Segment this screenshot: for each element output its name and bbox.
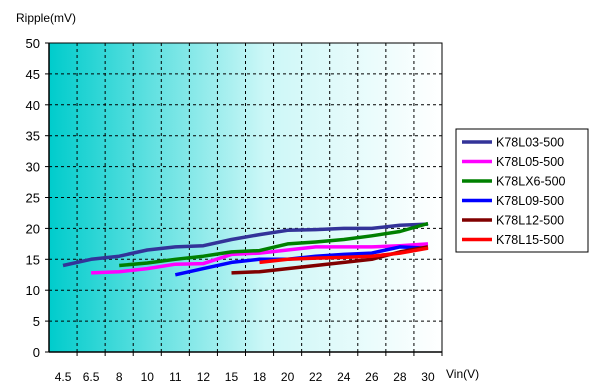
y-tick-label: 50 <box>26 36 40 51</box>
x-tick-label: 12 <box>197 370 211 384</box>
x-tick-label: 26 <box>365 370 379 384</box>
x-tick-label: 11 <box>169 370 182 384</box>
x-tick-label: 24 <box>337 370 351 384</box>
series-line-k78lx6-500 <box>119 221 429 268</box>
x-tick-label: 8 <box>116 370 123 384</box>
legend-label: K78L12-500 <box>496 214 564 228</box>
y-tick-label: 35 <box>26 129 40 144</box>
legend: K78L03-500 K78L05-500 K78LX6-500 K78L09-500… <box>455 128 589 253</box>
y-tick-label: 5 <box>33 314 40 329</box>
legend-label: K78L05-500 <box>496 155 564 169</box>
x-axis-label: Vin(V) <box>446 367 479 381</box>
y-axis-label: Ripple(mV) <box>16 11 76 25</box>
x-tick-label: 22 <box>309 370 323 384</box>
x-tick-label: 10 <box>141 370 155 384</box>
y-tick-label: 0 <box>33 345 40 360</box>
x-tick-label: 4.5 <box>55 370 72 384</box>
plot-area: 0 5 10 15 20 25 30 35 40 45 50 4.5 6.5 8 10 11 12 15 18 20 2… <box>26 36 443 384</box>
x-tick-label: 15 <box>225 370 239 384</box>
legend-label: K78LX6-500 <box>496 175 566 189</box>
y-tick-label: 30 <box>26 160 40 175</box>
legend-label: K78L15-500 <box>496 233 564 247</box>
series-line-k78l05-500 <box>91 242 429 275</box>
legend-label: K78L03-500 <box>496 136 564 150</box>
legend-label: K78L09-500 <box>496 194 564 208</box>
series-line-k78l15-500 <box>259 246 429 265</box>
y-tick-label: 20 <box>26 221 40 236</box>
y-tick-label: 15 <box>26 252 40 267</box>
x-tick-label: 6.5 <box>83 370 100 384</box>
y-tick-label: 40 <box>26 98 40 113</box>
x-tick-label: 28 <box>393 370 407 384</box>
x-tick-label: 18 <box>253 370 267 384</box>
y-tick-label: 10 <box>26 283 40 298</box>
series-line-k78l03-500 <box>62 222 429 268</box>
plot-background <box>49 43 442 352</box>
x-tick-label: 20 <box>281 370 295 384</box>
x-tick-label: 30 <box>421 370 435 384</box>
legend-box <box>455 128 589 253</box>
y-tick-label: 45 <box>26 67 40 82</box>
y-tick-label: 25 <box>26 191 40 206</box>
